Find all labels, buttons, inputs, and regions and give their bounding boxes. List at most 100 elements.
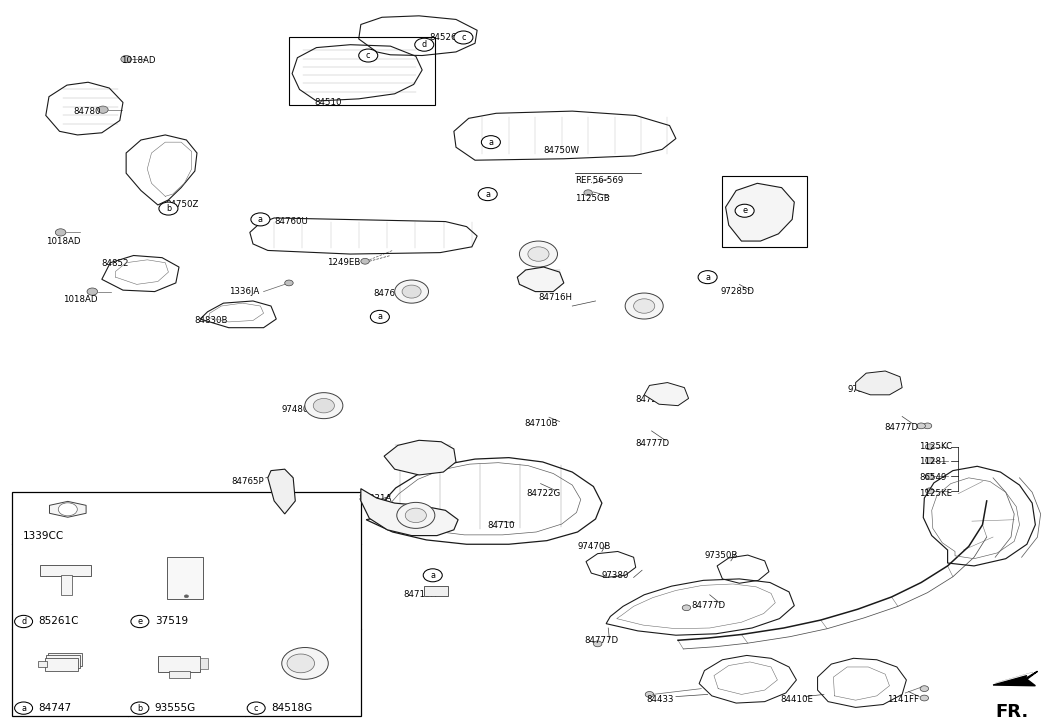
Text: 85261C: 85261C xyxy=(38,616,78,627)
Text: 84747: 84747 xyxy=(38,703,71,713)
Text: 84780: 84780 xyxy=(73,107,101,116)
Circle shape xyxy=(925,444,934,450)
Circle shape xyxy=(15,702,33,714)
Text: 97350B: 97350B xyxy=(705,551,738,561)
Text: 84710B: 84710B xyxy=(525,419,559,428)
Bar xyxy=(723,176,807,247)
Text: b: b xyxy=(165,204,171,213)
Text: 11281: 11281 xyxy=(919,457,947,466)
Circle shape xyxy=(674,397,683,403)
Text: 84766P: 84766P xyxy=(743,221,776,230)
Circle shape xyxy=(130,615,148,627)
Circle shape xyxy=(528,247,549,261)
Bar xyxy=(49,654,83,666)
Bar xyxy=(289,38,435,105)
Circle shape xyxy=(314,398,334,413)
Bar xyxy=(38,662,47,667)
Text: 84760U: 84760U xyxy=(275,217,308,226)
Text: a: a xyxy=(489,137,493,147)
Circle shape xyxy=(920,695,929,701)
Text: 1018AD: 1018AD xyxy=(63,295,98,304)
Circle shape xyxy=(87,288,98,295)
Text: 84722G: 84722G xyxy=(527,489,561,498)
Text: a: a xyxy=(377,313,383,321)
Bar xyxy=(61,574,72,595)
Bar xyxy=(47,656,81,668)
Bar xyxy=(170,670,191,678)
Polygon shape xyxy=(268,469,296,514)
Text: 1125KC: 1125KC xyxy=(919,442,952,451)
Circle shape xyxy=(699,270,718,284)
Circle shape xyxy=(394,280,428,303)
Circle shape xyxy=(423,569,442,582)
Polygon shape xyxy=(360,489,458,536)
Text: REF.56-569: REF.56-569 xyxy=(576,176,623,185)
Bar xyxy=(158,656,200,672)
Circle shape xyxy=(925,488,934,494)
Circle shape xyxy=(402,285,421,298)
Text: 84830B: 84830B xyxy=(195,316,228,325)
Circle shape xyxy=(405,508,426,523)
Circle shape xyxy=(285,280,294,286)
Text: 1125GB: 1125GB xyxy=(576,194,611,203)
Text: d: d xyxy=(21,617,26,626)
Text: 1018AD: 1018AD xyxy=(121,56,156,65)
Text: 84760V: 84760V xyxy=(373,289,407,298)
Text: 84715H: 84715H xyxy=(403,590,437,599)
Circle shape xyxy=(98,106,108,113)
Circle shape xyxy=(370,310,389,324)
Circle shape xyxy=(625,293,664,319)
Text: 97380: 97380 xyxy=(602,571,630,580)
Text: c: c xyxy=(461,33,465,42)
Text: 97470B: 97470B xyxy=(578,542,611,551)
Circle shape xyxy=(247,702,265,714)
Circle shape xyxy=(478,188,497,201)
Circle shape xyxy=(58,503,77,516)
Circle shape xyxy=(159,202,178,215)
Text: 37519: 37519 xyxy=(155,616,188,627)
Circle shape xyxy=(121,55,131,63)
Text: 97385R: 97385R xyxy=(628,308,660,316)
Text: 84518G: 84518G xyxy=(271,703,313,713)
Bar xyxy=(45,658,78,670)
Circle shape xyxy=(923,423,932,429)
Bar xyxy=(167,558,204,599)
Text: 84750Z: 84750Z xyxy=(165,201,198,209)
Text: d: d xyxy=(422,40,427,49)
Text: 86549: 86549 xyxy=(919,473,947,482)
Text: a: a xyxy=(430,571,436,580)
Text: b: b xyxy=(138,704,142,712)
Text: e: e xyxy=(742,206,747,215)
Circle shape xyxy=(414,39,434,51)
Text: 84716H: 84716H xyxy=(538,293,572,302)
Text: c: c xyxy=(366,51,371,60)
Text: a: a xyxy=(705,273,710,281)
Polygon shape xyxy=(517,267,564,292)
Circle shape xyxy=(920,686,929,691)
Bar xyxy=(12,492,360,716)
Text: 84750W: 84750W xyxy=(544,146,580,156)
Polygon shape xyxy=(384,441,456,475)
Circle shape xyxy=(184,595,189,598)
Circle shape xyxy=(925,473,934,479)
Text: 97480: 97480 xyxy=(282,405,308,414)
Text: 1336JA: 1336JA xyxy=(229,287,259,296)
Circle shape xyxy=(519,241,558,267)
Circle shape xyxy=(481,136,500,148)
Bar xyxy=(200,658,209,669)
Circle shape xyxy=(634,299,655,313)
Polygon shape xyxy=(50,502,86,517)
Text: 84710: 84710 xyxy=(488,521,515,530)
Text: 97285D: 97285D xyxy=(721,287,755,296)
Text: e: e xyxy=(138,617,142,626)
Circle shape xyxy=(584,190,593,196)
Text: 1141FF: 1141FF xyxy=(887,695,919,704)
Text: 84777D: 84777D xyxy=(636,438,670,448)
Circle shape xyxy=(287,654,315,672)
Text: 84852: 84852 xyxy=(102,259,129,268)
Polygon shape xyxy=(993,671,1038,686)
Text: 84765P: 84765P xyxy=(232,477,265,486)
Text: 97385L: 97385L xyxy=(392,518,425,527)
Circle shape xyxy=(594,641,602,647)
Text: 84777D: 84777D xyxy=(884,423,918,432)
